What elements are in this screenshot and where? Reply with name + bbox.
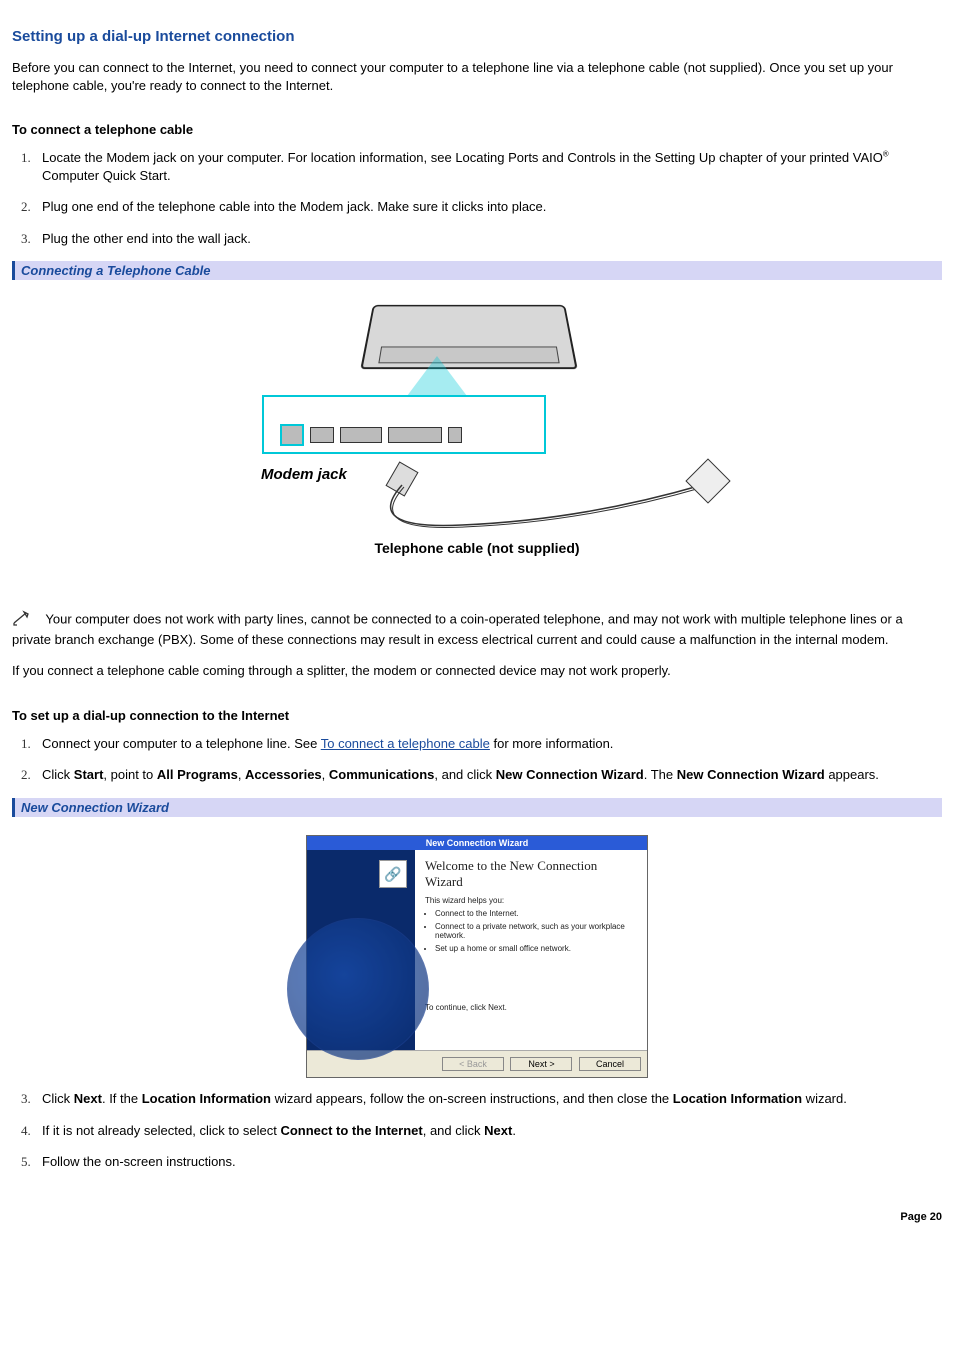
section-b-heading: To set up a dial-up connection to the In…: [12, 708, 942, 723]
wizard-bullet: Set up a home or small office network.: [435, 944, 637, 953]
telephone-cable-line: [282, 445, 742, 535]
page-number: Page 20: [12, 1211, 942, 1223]
wizard-continue-text: To continue, click Next.: [425, 1003, 637, 1012]
telephone-cable-label: Telephone cable (not supplied): [207, 540, 747, 556]
port-icon: [340, 427, 382, 443]
wizard-sidebar: 🔗: [307, 850, 415, 1050]
section-a-steps: Locate the Modem jack on your computer. …: [34, 149, 942, 247]
port-icon: [448, 427, 462, 443]
wizard-bullet: Connect to a private network, such as yo…: [435, 922, 637, 940]
figure1-caption: Connecting a Telephone Cable: [12, 261, 942, 280]
step-b2: Click Start, point to All Programs, Acce…: [34, 766, 942, 784]
step-b4: If it is not already selected, click to …: [34, 1122, 942, 1140]
figure2-caption: New Connection Wizard: [12, 798, 942, 817]
wizard-dialog: New Connection Wizard 🔗 Welcome to the N…: [306, 835, 648, 1078]
port-icon: [310, 427, 334, 443]
port-icon: [388, 427, 442, 443]
step-b5: Follow the on-screen instructions.: [34, 1153, 942, 1171]
back-button[interactable]: < Back: [442, 1057, 504, 1071]
modem-jack-port: [280, 424, 304, 446]
cancel-button[interactable]: Cancel: [579, 1057, 641, 1071]
warning-text: Your computer does not work with party l…: [12, 612, 903, 647]
page-title: Setting up a dial-up Internet connection: [12, 28, 942, 45]
laptop-top-view: [360, 305, 577, 369]
wizard-helps-text: This wizard helps you:: [425, 896, 637, 905]
section-a-heading: To connect a telephone cable: [12, 122, 942, 137]
step-a3: Plug the other end into the wall jack.: [34, 230, 942, 248]
step-a2: Plug one end of the telephone cable into…: [34, 198, 942, 216]
figure1-illustration: Modem jack Telephone cable (not supplied…: [12, 280, 942, 610]
wizard-titlebar: New Connection Wizard: [307, 836, 647, 850]
chain-icon: 🔗: [379, 860, 407, 888]
section-b-steps: Connect your computer to a telephone lin…: [34, 735, 942, 784]
step-b1: Connect your computer to a telephone lin…: [34, 735, 942, 753]
section-b-steps-cont: Click Next. If the Location Information …: [34, 1090, 942, 1171]
telephone-cable-link[interactable]: To connect a telephone cable: [321, 736, 490, 751]
warning-note: Your computer does not work with party l…: [12, 610, 942, 648]
wizard-welcome-heading: Welcome to the New Connection Wizard: [425, 858, 637, 890]
next-button[interactable]: Next >: [510, 1057, 572, 1071]
splitter-note: If you connect a telephone cable coming …: [12, 662, 942, 680]
globe-icon: [287, 918, 429, 1060]
step-b3: Click Next. If the Location Information …: [34, 1090, 942, 1108]
intro-text: Before you can connect to the Internet, …: [12, 59, 942, 94]
step-a1: Locate the Modem jack on your computer. …: [34, 149, 942, 184]
wizard-bullet: Connect to the Internet.: [435, 909, 637, 918]
callout-triangle: [407, 356, 467, 396]
note-icon: [12, 610, 32, 631]
